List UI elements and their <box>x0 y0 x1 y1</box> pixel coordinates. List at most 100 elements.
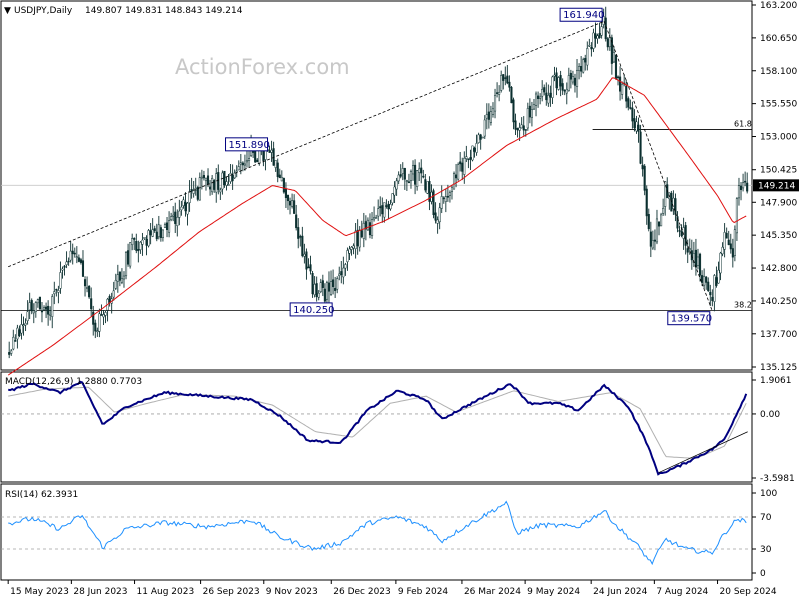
x-tick-label: 11 Aug 2023 <box>137 587 195 597</box>
candle-body <box>270 149 273 153</box>
candle-body <box>24 322 27 326</box>
candle-body <box>428 181 431 202</box>
candle-body <box>731 248 734 258</box>
candle-body <box>356 229 359 247</box>
candle-body <box>491 108 495 115</box>
candle-body <box>301 235 304 257</box>
x-tick-label: 9 Feb 2024 <box>398 587 449 597</box>
rsi-title: RSI(14) 62.3931 <box>5 490 78 500</box>
candle-body <box>680 231 683 236</box>
candle-body <box>352 245 355 249</box>
candle-body <box>153 228 156 232</box>
candle-body <box>225 181 228 186</box>
candle-body <box>69 250 72 261</box>
candle-body <box>469 157 472 160</box>
candle-body <box>127 250 130 265</box>
candle-body <box>354 230 357 249</box>
macd-y-tick-label: 0.00 <box>760 410 780 420</box>
macd-signal-line <box>8 386 747 459</box>
candle-body <box>364 221 367 230</box>
candle-body <box>407 181 410 183</box>
price-trendline <box>8 20 605 268</box>
candle-body <box>118 271 121 281</box>
candle-body <box>559 75 562 87</box>
candle-body <box>204 177 208 182</box>
candle-body <box>465 156 468 159</box>
candle-body <box>539 96 542 99</box>
watermark: ActionForex.com <box>175 55 350 79</box>
candle-body <box>715 277 718 286</box>
candle-body <box>416 170 419 187</box>
candle-body <box>241 162 244 166</box>
candle-body <box>487 111 490 120</box>
candle-body <box>161 229 164 238</box>
candle-body <box>411 165 415 175</box>
candle-body <box>426 181 429 194</box>
candle-body <box>510 87 513 104</box>
candle-body <box>174 211 177 224</box>
candle-body <box>317 292 320 298</box>
candle-body <box>629 107 632 109</box>
candle-body <box>321 280 324 289</box>
macd-trendline <box>658 431 748 474</box>
candle-body <box>526 108 529 129</box>
candle-body <box>696 256 700 266</box>
candle-body <box>75 256 78 258</box>
candle-body <box>155 231 158 240</box>
candle-body <box>698 253 702 276</box>
candle-body <box>717 269 720 284</box>
symbol-menu-arrow[interactable]: ▼ <box>4 6 11 16</box>
candle-body <box>170 216 173 221</box>
candle-body <box>338 273 341 276</box>
price-annotation-box <box>667 311 711 326</box>
candle-body <box>231 174 234 182</box>
candle-body <box>149 230 152 236</box>
candle-body <box>163 224 167 228</box>
x-tick-label: 9 Nov 2023 <box>266 587 318 597</box>
candle-body <box>434 212 437 221</box>
candle-body <box>403 167 406 180</box>
candle-body <box>258 149 261 164</box>
candle-body <box>549 92 552 98</box>
candle-body <box>420 167 423 174</box>
candle-body <box>129 242 132 267</box>
candle-body <box>219 189 222 193</box>
candle-body <box>584 58 587 63</box>
candle-body <box>746 182 749 192</box>
candle-body <box>30 300 33 312</box>
candle-body <box>272 148 275 166</box>
candle-body <box>38 296 41 310</box>
candle-body <box>578 66 581 71</box>
candle-body <box>67 260 70 263</box>
candle-body <box>543 87 546 93</box>
candle-body <box>143 237 146 239</box>
candle-body <box>370 219 374 236</box>
candle-body <box>627 98 630 108</box>
candle-body <box>47 305 50 315</box>
rsi-y-tick-label: 30 <box>760 545 772 555</box>
candle-body <box>295 214 298 229</box>
price-y-tick-label: 145.350 <box>760 231 797 241</box>
candle-body <box>227 184 230 186</box>
price-annotation-label: 140.250 <box>293 305 334 316</box>
candle-body <box>114 279 117 289</box>
candle-body <box>373 217 376 220</box>
candle-body <box>20 324 23 334</box>
price-annotation-box <box>289 302 333 317</box>
candle-body <box>51 296 54 317</box>
candle-body <box>475 143 478 153</box>
candle-body <box>436 219 439 224</box>
candle-body <box>247 158 251 161</box>
candle-body <box>422 175 425 178</box>
candle-body <box>588 45 591 47</box>
candle-body <box>397 174 400 182</box>
candle-body <box>651 240 654 249</box>
candle-body <box>684 225 687 246</box>
x-tick-label: 26 Mar 2024 <box>464 587 521 597</box>
candle-body <box>508 81 511 88</box>
candle-body <box>399 174 402 177</box>
macd-title: MACD(12,26,9) 1.2880 0.7703 <box>5 377 142 387</box>
candle-body <box>145 238 148 246</box>
candle-body <box>108 296 111 303</box>
candle-body <box>172 214 175 217</box>
